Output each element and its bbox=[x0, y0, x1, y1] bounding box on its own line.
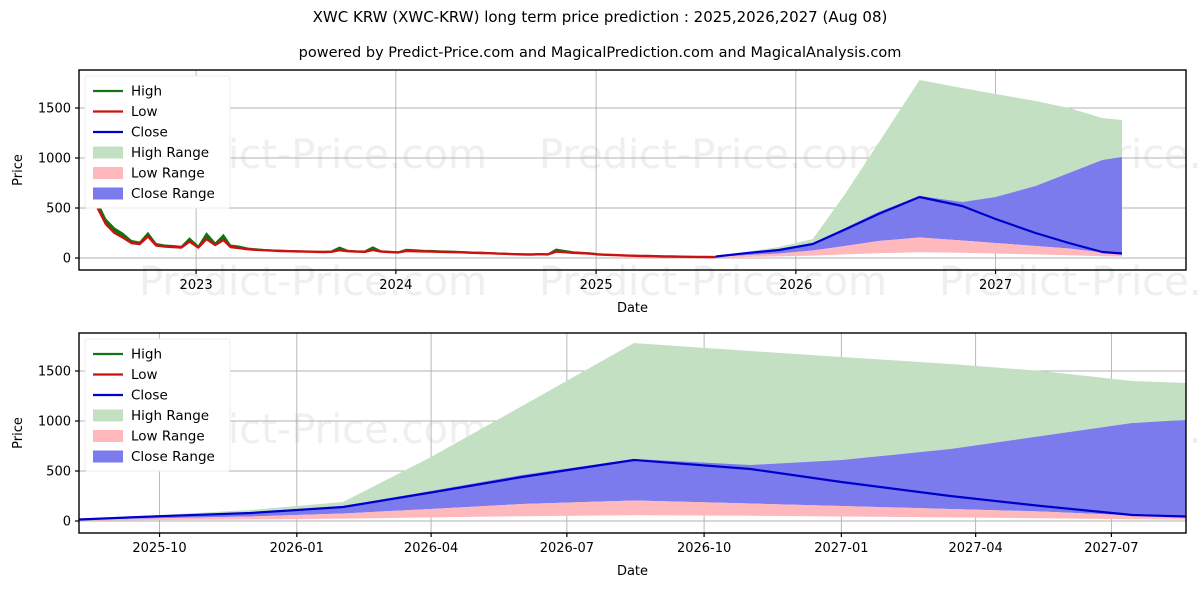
x-tick-label: 2026-01 bbox=[270, 541, 324, 556]
legend-swatch-patch bbox=[93, 409, 123, 422]
x-axis-label: Date bbox=[617, 564, 648, 579]
y-tick-label: 0 bbox=[63, 515, 71, 530]
legend-label: Low Range bbox=[131, 429, 205, 445]
x-tick-label: 2023 bbox=[180, 278, 213, 293]
y-tick-label: 1000 bbox=[38, 415, 71, 430]
watermark-text: Predict-Price.com bbox=[939, 259, 1200, 305]
band-low-range bbox=[79, 500, 1186, 521]
plot-content bbox=[88, 80, 1123, 259]
y-axis-label: Price bbox=[11, 154, 26, 186]
x-tick-label: 2027-07 bbox=[1084, 541, 1138, 556]
legend-swatch-patch bbox=[93, 167, 123, 179]
y-axis-label: Price bbox=[11, 417, 26, 449]
y-tick-label: 500 bbox=[46, 465, 71, 480]
y-tick-label: 1500 bbox=[38, 365, 71, 380]
x-tick-label: 2025-10 bbox=[132, 541, 186, 556]
legend-swatch-patch bbox=[93, 430, 123, 442]
y-tick-label: 1000 bbox=[38, 152, 71, 167]
x-tick-label: 2027-04 bbox=[948, 541, 1002, 556]
legend-label: Close bbox=[131, 388, 168, 404]
x-tick-label: 2026-07 bbox=[540, 541, 594, 556]
legend-label: High bbox=[131, 347, 162, 363]
legend-label: Low Range bbox=[131, 166, 205, 182]
legend-label: Close Range bbox=[131, 449, 215, 465]
plot-content bbox=[79, 343, 1186, 521]
band-close-range bbox=[79, 420, 1186, 520]
x-tick-label: 2027-01 bbox=[814, 541, 868, 556]
x-tick-label: 2026 bbox=[779, 278, 812, 293]
legend-swatch-patch bbox=[93, 146, 123, 159]
plot-frame bbox=[78, 69, 1187, 271]
page-subtitle: powered by Predict-Price.com and Magical… bbox=[298, 45, 902, 61]
watermark-text: Predict-Price.com bbox=[539, 259, 887, 305]
legend-label: Low bbox=[131, 104, 158, 120]
watermark-text: Predict-Price.com bbox=[539, 132, 887, 178]
y-tick-label: 500 bbox=[46, 202, 71, 217]
y-tick-label: 0 bbox=[63, 252, 71, 267]
y-tick-label: 1500 bbox=[38, 102, 71, 117]
x-tick-label: 2027 bbox=[979, 278, 1012, 293]
chart-top: Predict-Price.com Predict-Price.com Predic… bbox=[11, 69, 1200, 316]
legend-label: High bbox=[131, 84, 162, 100]
x-tick-label: 2026-04 bbox=[404, 541, 458, 556]
legend-label: High Range bbox=[131, 145, 209, 161]
plot-frame bbox=[78, 332, 1187, 534]
series-line-low bbox=[88, 199, 716, 259]
chart-bottom: Predict-Price.comPredict-Price.comPredic… bbox=[11, 332, 1200, 579]
legend-label: High Range bbox=[131, 408, 209, 424]
series-line-close bbox=[715, 195, 1123, 258]
x-tick-label: 2024 bbox=[379, 278, 412, 293]
legend-swatch-patch bbox=[93, 187, 123, 200]
legend-label: Close Range bbox=[131, 186, 215, 202]
band-high-range bbox=[79, 343, 1186, 520]
x-axis-label: Date bbox=[617, 301, 648, 316]
band-close-range bbox=[715, 157, 1122, 257]
legend-label: Close bbox=[131, 125, 168, 141]
legend-swatch-patch bbox=[93, 450, 123, 463]
band-low-range bbox=[715, 237, 1122, 258]
page-title: XWC KRW (XWC-KRW) long term price predic… bbox=[312, 8, 888, 26]
watermark-text: Predict-Price.com bbox=[139, 259, 487, 305]
x-tick-label: 2026-10 bbox=[677, 541, 731, 556]
legend-label: Low bbox=[131, 367, 158, 383]
band-high-range bbox=[715, 80, 1122, 257]
x-tick-label: 2025 bbox=[580, 278, 613, 293]
series-line-close bbox=[79, 458, 1186, 521]
